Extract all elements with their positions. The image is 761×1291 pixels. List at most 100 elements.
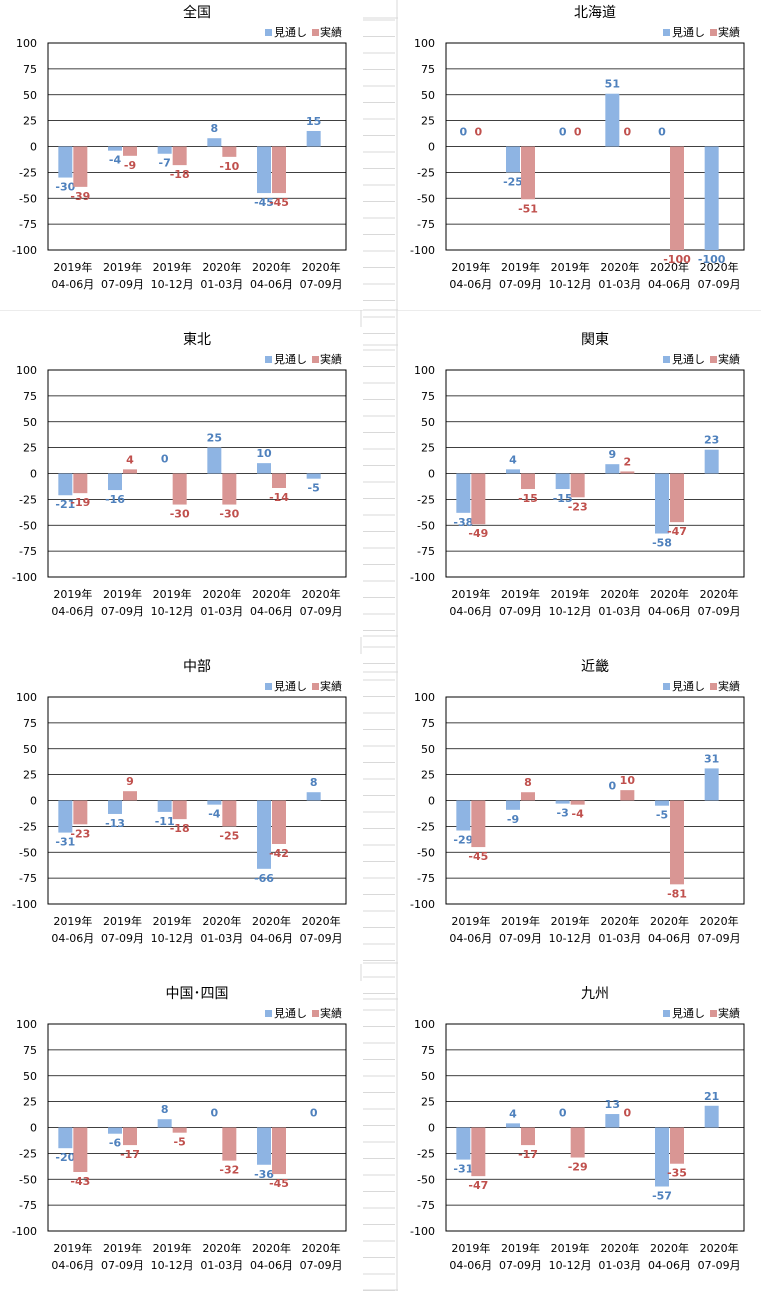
y-tick-label: 75 <box>23 1044 37 1057</box>
y-tick-label: -75 <box>417 1199 435 1212</box>
data-label-actual: -39 <box>70 190 90 203</box>
x-category-label: 01-03月 <box>200 605 243 618</box>
bar-actual <box>521 146 535 200</box>
y-tick-label: -50 <box>19 1173 37 1186</box>
bar-actual <box>73 146 88 187</box>
bar-actual <box>73 1127 88 1173</box>
x-category-label: 2019年 <box>53 587 92 601</box>
legend-swatch-actual <box>710 1010 717 1017</box>
x-category-label: 07-09月 <box>698 605 741 618</box>
x-category-label: 10-12月 <box>151 605 194 618</box>
legend-label-actual: 実績 <box>718 679 740 693</box>
x-category-label: 2019年 <box>551 1241 590 1255</box>
x-category-label: 04-06月 <box>250 1259 293 1272</box>
x-category-label: 2019年 <box>551 260 590 274</box>
x-category-label: 07-09月 <box>698 932 741 945</box>
y-tick-label: -50 <box>19 192 37 205</box>
bar-actual <box>272 473 286 488</box>
y-tick-label: 50 <box>23 89 37 102</box>
bar-actual <box>222 146 237 157</box>
y-tick-label: -25 <box>417 1147 435 1160</box>
x-category-label: 2019年 <box>103 260 142 274</box>
data-label-forecast: 0 <box>310 1107 318 1120</box>
x-category-label: 2019年 <box>53 914 92 928</box>
bar-forecast <box>108 473 122 491</box>
y-tick-label: 0 <box>30 795 37 808</box>
data-label-actual: -42 <box>269 847 289 860</box>
x-category-label: 01-03月 <box>598 932 641 945</box>
bar-actual <box>222 473 237 505</box>
plot-border <box>47 696 347 905</box>
legend-label-forecast: 見通し <box>274 353 307 366</box>
legend-swatch-actual <box>710 683 717 690</box>
bar-actual <box>521 792 535 801</box>
bar-forecast <box>257 1127 271 1165</box>
legend-swatch-actual <box>710 29 717 36</box>
y-tick-label: -25 <box>417 820 435 833</box>
y-tick-label: -50 <box>417 1173 435 1186</box>
bar-forecast <box>555 800 570 804</box>
bar-forecast <box>655 1127 669 1187</box>
data-label-actual: -25 <box>219 829 239 842</box>
x-category-label: 2019年 <box>103 1241 142 1255</box>
data-label-actual: -35 <box>667 1167 687 1180</box>
data-label-forecast: 8 <box>310 776 318 789</box>
data-label-actual: -14 <box>269 491 289 504</box>
y-tick-label: -25 <box>19 493 37 506</box>
bar-forecast <box>157 800 172 812</box>
data-label-forecast: -31 <box>55 836 75 849</box>
x-category-label: 2019年 <box>501 1241 540 1255</box>
x-category-label: 10-12月 <box>151 1259 194 1272</box>
bar-forecast <box>704 449 719 474</box>
legend-swatch-actual <box>710 356 717 363</box>
bar-forecast <box>704 768 719 801</box>
legend: 見通し 実績 <box>663 679 740 693</box>
data-label-actual: 9 <box>126 775 134 788</box>
x-category-label: 2020年 <box>650 587 689 601</box>
data-label-actual: -4 <box>572 808 585 821</box>
bar-actual <box>471 1127 486 1177</box>
x-category-label: 2019年 <box>451 260 490 274</box>
data-label-forecast: -13 <box>105 817 125 830</box>
chart-title: 関東 <box>581 332 609 348</box>
x-category-label: 2020年 <box>700 260 739 274</box>
data-label-forecast: 13 <box>605 1098 620 1111</box>
legend-label-actual: 実績 <box>718 352 740 366</box>
bar-forecast <box>257 463 271 474</box>
y-tick-label: 75 <box>421 390 435 403</box>
y-tick-label: -75 <box>19 218 37 231</box>
bar-forecast <box>58 146 73 178</box>
legend-label-forecast: 見通し <box>274 1007 307 1020</box>
data-label-actual: -81 <box>667 887 687 900</box>
x-category-label: 2020年 <box>202 914 241 928</box>
bar-forecast <box>58 1127 73 1149</box>
x-category-label: 04-06月 <box>51 1259 94 1272</box>
data-label-forecast: 0 <box>460 126 468 139</box>
data-label-forecast: -3 <box>557 807 569 820</box>
data-label-actual: 10 <box>620 774 636 787</box>
x-category-label: 07-09月 <box>300 605 343 618</box>
y-tick-label: -50 <box>417 192 435 205</box>
y-tick-label: 50 <box>421 89 435 102</box>
data-label-actual: -45 <box>269 1177 289 1190</box>
bar-forecast <box>108 1127 122 1134</box>
data-label-forecast: 25 <box>207 432 222 445</box>
x-category-label: 04-06月 <box>449 605 492 618</box>
data-label-forecast: -66 <box>254 872 274 885</box>
y-tick-label: -50 <box>417 519 435 532</box>
chart-title: 東北 <box>183 332 211 348</box>
data-label-actual: -23 <box>70 827 90 840</box>
y-tick-label: 100 <box>414 1018 435 1031</box>
y-tick-label: 0 <box>30 1122 37 1135</box>
x-category-label: 10-12月 <box>151 932 194 945</box>
y-tick-label: -100 <box>410 1225 435 1238</box>
data-label-forecast: -31 <box>453 1163 473 1176</box>
bar-actual <box>521 1127 535 1146</box>
bar-forecast <box>506 469 520 474</box>
data-label-actual: -47 <box>667 525 687 538</box>
data-label-actual: 4 <box>126 453 134 466</box>
y-tick-label: -50 <box>19 846 37 859</box>
data-label-actual: 0 <box>624 126 632 139</box>
x-category-label: 10-12月 <box>549 605 592 618</box>
bar-forecast <box>456 473 471 513</box>
